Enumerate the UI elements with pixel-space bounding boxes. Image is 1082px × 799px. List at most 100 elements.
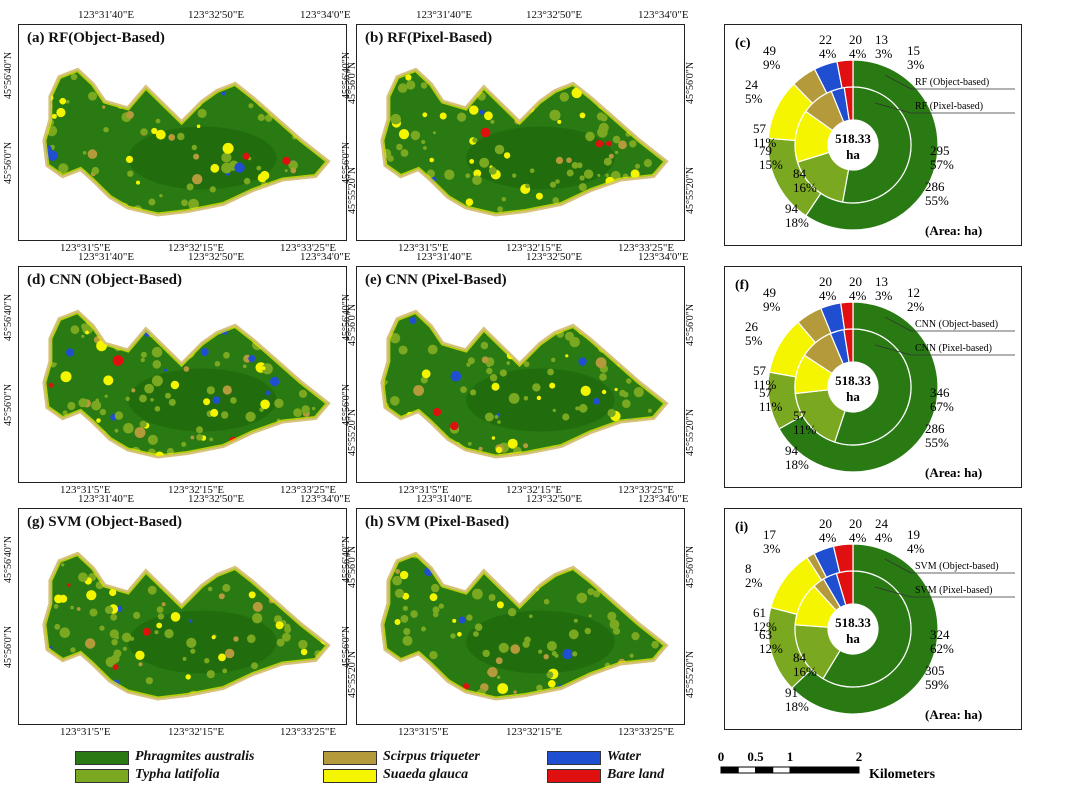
map-panel-e: (e) CNN (Pixel-Based) [356, 266, 685, 483]
map-title: (d) CNN (Object-Based) [27, 272, 182, 288]
legend-label: Scirpus triqueter [383, 749, 480, 764]
map-top-tick-label: 123°34'0"E [638, 493, 689, 505]
donut-percent-label: 5% [745, 91, 763, 106]
map-left-tick-label: 45°56'40"N [3, 51, 14, 99]
legend-label: Typha latifolia [135, 767, 220, 782]
donut-percent-label: 2% [745, 575, 763, 590]
donut-value-label: 94 [785, 201, 799, 216]
map-left-tick-label: 45°56'40"N [341, 51, 352, 99]
donut-slice [843, 86, 854, 121]
map-top-tick-label: 123°32'50"E [526, 9, 583, 21]
map-top-tick-label: 123°31'40"E [78, 251, 135, 263]
map-left-tick-label: 45°56'40"N [3, 535, 14, 583]
donut-percent-label: 2% [907, 299, 925, 314]
legend-label: Water [607, 749, 641, 764]
donut-percent-label: 18% [785, 699, 809, 714]
map-left-tick-label: 45°56'40"N [341, 293, 352, 341]
donut-value-label: 79 [759, 143, 772, 158]
scale-bar-segment [772, 766, 791, 774]
map-left-tick-label: 45°56'0"N [341, 625, 352, 668]
map-bottom-tick-label: 123°32'15"E [506, 484, 563, 496]
scale-bar-tick-label: 0 [718, 749, 725, 764]
donut-percent-label: 18% [785, 215, 809, 230]
donut-value-label: 22 [819, 32, 832, 47]
donut-value-label: 12 [907, 285, 920, 300]
map-right-tick-label: 45°56'0"N [685, 303, 696, 346]
map-panel-g: (g) SVM (Object-Based) [18, 508, 347, 725]
donut-percent-label: 9% [763, 57, 781, 72]
map-bottom-tick-label: 123°33'25"E [618, 242, 675, 254]
donut-value-label: 63 [759, 627, 772, 642]
donut-series-label: SVM (Pixel-based) [915, 585, 993, 596]
map-bottom-tick-label: 123°33'25"E [280, 726, 337, 738]
donut-value-label: 57 [753, 121, 767, 136]
map-title: (g) SVM (Object-Based) [27, 514, 182, 530]
donut-center-unit: ha [846, 389, 860, 404]
map-left-tick-label: 45°56'0"N [3, 383, 14, 426]
donut-value-label: 49 [763, 285, 776, 300]
map-top-tick-label: 123°31'40"E [78, 493, 135, 505]
map-top-tick-label: 123°34'0"E [638, 251, 689, 263]
donut-percent-label: 3% [763, 541, 781, 556]
map-bottom-tick-label: 123°33'25"E [280, 484, 337, 496]
map-top-tick-label: 123°34'0"E [300, 9, 351, 21]
map-bottom-tick-label: 123°31'5"E [60, 726, 111, 738]
map-panel-b: (b) RF(Pixel-Based) [356, 24, 685, 241]
map-top-tick-label: 123°31'40"E [416, 9, 473, 21]
map-bottom-tick-label: 123°32'15"E [168, 484, 225, 496]
donut-center-unit: ha [846, 147, 860, 162]
map-bottom-tick-label: 123°31'5"E [398, 726, 449, 738]
donut-series-label: CNN (Object-based) [915, 319, 998, 330]
donut-value-label: 13 [875, 274, 888, 289]
donut-percent-label: 12% [759, 641, 783, 656]
donut-value-label: 57 [793, 408, 807, 423]
donut-value-label: 91 [785, 685, 798, 700]
map-bottom-tick-label: 123°32'15"E [168, 242, 225, 254]
donut-percent-label: 11% [753, 377, 777, 392]
map-bottom-tick-label: 123°33'25"E [618, 484, 675, 496]
donut-panel: 518.33 ha (i) SVM (Object-based) SVM (Pixel-… [724, 508, 1022, 730]
donut-percent-label: 59% [925, 677, 949, 692]
donut-value-label: 57 [759, 385, 773, 400]
donut-percent-label: 11% [793, 422, 817, 437]
map-left-tick-label: 45°56'40"N [3, 293, 14, 341]
donut-value-label: 13 [875, 32, 888, 47]
donut-slice [822, 570, 912, 688]
map-bottom-tick-label: 123°31'5"E [60, 484, 111, 496]
donut-value-label: 49 [763, 43, 776, 58]
donut-percent-label: 4% [819, 46, 837, 61]
map-top-tick-label: 123°34'0"E [300, 493, 351, 505]
donut-value-label: 94 [785, 443, 799, 458]
map-title: (a) RF(Object-Based) [27, 30, 165, 46]
scale-bar-segment [755, 766, 774, 774]
legend-label: Bare land [607, 767, 665, 782]
scale-bar-segment [720, 766, 739, 774]
donut-percent-label: 12% [753, 619, 777, 634]
scale-bar-tick-label: 2 [856, 749, 863, 764]
map-panel-a: (a) RF(Object-Based) [18, 24, 347, 241]
donut-value-label: 286 [925, 179, 945, 194]
map-drawing [42, 67, 331, 217]
legend-label: Suaeda glauca [383, 767, 469, 782]
donut-value-label: 305 [925, 663, 945, 678]
donut-value-label: 84 [793, 650, 807, 665]
donut-panel-label: (c) [735, 36, 751, 51]
map-top-tick-label: 123°34'0"E [638, 9, 689, 21]
map-right-tick-label: 45°55'20"N [685, 650, 696, 698]
donut-slice [833, 328, 912, 446]
donut-series-label: RF (Object-based) [915, 77, 989, 88]
donut-value-label: 57 [753, 363, 767, 378]
legend-swatch [323, 769, 377, 783]
map-right-tick-label: 45°55'20"N [685, 166, 696, 214]
donut-value-label: 84 [793, 166, 807, 181]
donut-panel-label: (f) [735, 278, 749, 293]
map-top-tick-label: 123°31'40"E [416, 493, 473, 505]
legend-swatch [75, 769, 129, 783]
donut-value-label: 295 [930, 143, 950, 158]
legend: Phragmites australis Typha latifolia Scirp… [75, 749, 695, 789]
map-right-tick-label: 45°56'0"N [685, 61, 696, 104]
scale-bar-graphic: 0 0.5 1 2 Kilometers [718, 749, 936, 782]
map-top-tick-label: 123°32'50"E [188, 251, 245, 263]
map-drawing [380, 67, 669, 217]
